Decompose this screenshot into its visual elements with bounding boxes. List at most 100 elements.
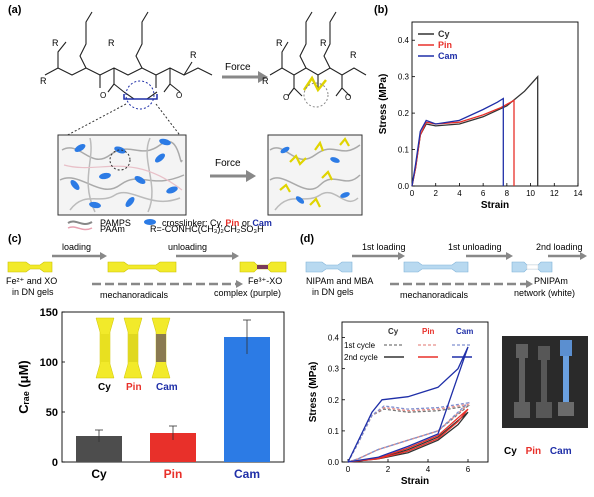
photo-label-cy: Cy [504,446,517,457]
photo-label: Cy [98,382,111,393]
dumbbell-sample-stretched [403,261,469,273]
y-tick-label: 0.1 [328,427,340,436]
d-right-caption-2: network (white) [514,288,575,298]
arrow-head-icon [526,280,533,288]
crosslinker-ring-right [303,82,329,108]
x-category-label: Pin [164,467,183,481]
stress-strain-chart-d: 0 2 4 6 0.0 0.1 0.2 0.3 0.4 Strain Stress (MPa) Cy P… [308,321,489,487]
legend-row-second-cycle: 2nd cycle [344,353,378,362]
bar-cam [224,337,270,462]
y-tick-label: 0.2 [328,396,340,405]
second-loading-label: 2nd loading [536,242,583,252]
series-line-pin [411,99,515,187]
arrow-head-icon [580,252,587,260]
gel-photo-d [502,336,588,428]
crosslinker-icon [144,219,156,225]
d-left-caption-2: in DN gels [312,287,354,297]
plot-frame [341,321,489,463]
photo-label-pin: Pin [525,446,542,457]
y-tick-label: 0 [52,457,58,469]
arrow-head-icon [398,252,405,260]
y-axis-label: Cᵣₐₑ (μM) [16,360,31,414]
x-tick-label: 12 [550,189,559,198]
x-category-label: Cam [234,467,260,481]
legend-label: Cam [438,51,458,61]
photo-label-cam: Cam [549,446,572,457]
polymer-structure-left [44,11,213,100]
c-right-caption-2: complex (purple) [214,288,281,298]
o-label: O [176,91,182,100]
x-tick-label: 8 [505,189,510,198]
polymer-structure-right [269,11,367,97]
c-right-caption-1: Fe³⁺-XO [248,276,282,286]
c-left-caption-1: Fe²⁺ and XO [6,276,57,286]
y-tick-label: 50 [46,407,58,419]
r-label: R [276,38,283,48]
y-tick-label: 0.4 [328,334,340,343]
x-axis-label: Strain [401,476,429,487]
arrow-head-icon [236,280,243,288]
broken-crosslinker-icon [302,75,327,93]
y-tick-label: 0.0 [328,458,340,467]
first-unloading-label: 1st unloading [448,242,502,252]
y-tick-label: 0.0 [398,182,410,191]
r-label: R [52,38,59,48]
d-left-caption-1: NIPAm and MBA [306,276,373,286]
legend-header: Cam [456,327,473,336]
crosslinker-ring-left [125,80,155,110]
y-tick-label: 100 [40,357,58,369]
y-tick-label: 0.3 [328,365,340,374]
force-label-top: Force [225,62,251,73]
series-line-cam-1st [347,401,470,463]
photo-label: Cam [156,382,178,393]
legend-paam: PAAm [100,224,125,234]
r-label: R [262,76,269,86]
legend-label: Cy [438,29,450,39]
o-label: O [100,91,106,100]
d-right-caption-1: PNIPAm [534,276,568,286]
y-tick-label: 0.2 [398,109,410,118]
force-label-mid: Force [215,158,241,169]
dumbbell-sample [305,261,353,273]
pamps-line-icon [67,220,93,225]
c-left-caption-2: in DN gels [12,287,54,297]
r-label: R [350,50,357,60]
crosslinker-bond-left [123,94,158,100]
gel-photo-samples [514,340,574,418]
arrow-head-icon [232,252,239,260]
series-line-cy-1st [347,404,471,463]
x-tick-label: 6 [481,189,486,198]
legend-r-definition: R=-CONHC(CH₃)₂CH₂SO₃H [150,224,264,234]
arrow-head-icon [506,252,513,260]
series-line-pin-2nd [347,408,469,463]
panel-a-legend-row2-holder [68,226,368,234]
loading-label: loading [62,242,91,252]
x-category-label: Cy [91,467,107,481]
r-label: R [108,38,115,48]
photo-label: Pin [126,382,142,393]
paam-line-icon [67,226,93,231]
series-line-cy [411,75,539,187]
stress-strain-chart-b: 0 2 4 6 8 10 12 14 0.0 0.1 0.2 0.3 0.4 Strain Stress (… [378,21,583,211]
y-tick-label: 0.1 [398,146,410,155]
x-tick-label: 4 [457,189,462,198]
panel-a-schematic: R R R R O O Force R R R R O O [40,11,367,228]
x-axis-label: Strain [481,200,509,211]
arrow-head-icon [258,71,268,83]
zoom-lines [61,103,183,139]
panel-d-schematic: 1st loading 1st unloading 2nd loading NI… [305,242,587,300]
y-tick-label: 150 [40,307,58,319]
plot-frame [411,21,579,187]
gel-photo-midsection [156,334,166,362]
r-label: R [320,38,327,48]
legend-pamps: PAMPS [100,218,131,228]
gel-photo-midsection [100,334,110,362]
panel-label-b: (b) [374,4,389,16]
network-box-left [57,134,187,216]
first-loading-label: 1st loading [362,242,406,252]
o-label: O [345,93,351,102]
network-box-right [267,134,363,216]
y-axis-label: Stress (MPa) [308,362,319,423]
x-tick-label: 4 [426,465,431,474]
arrow-head-icon [100,252,107,260]
